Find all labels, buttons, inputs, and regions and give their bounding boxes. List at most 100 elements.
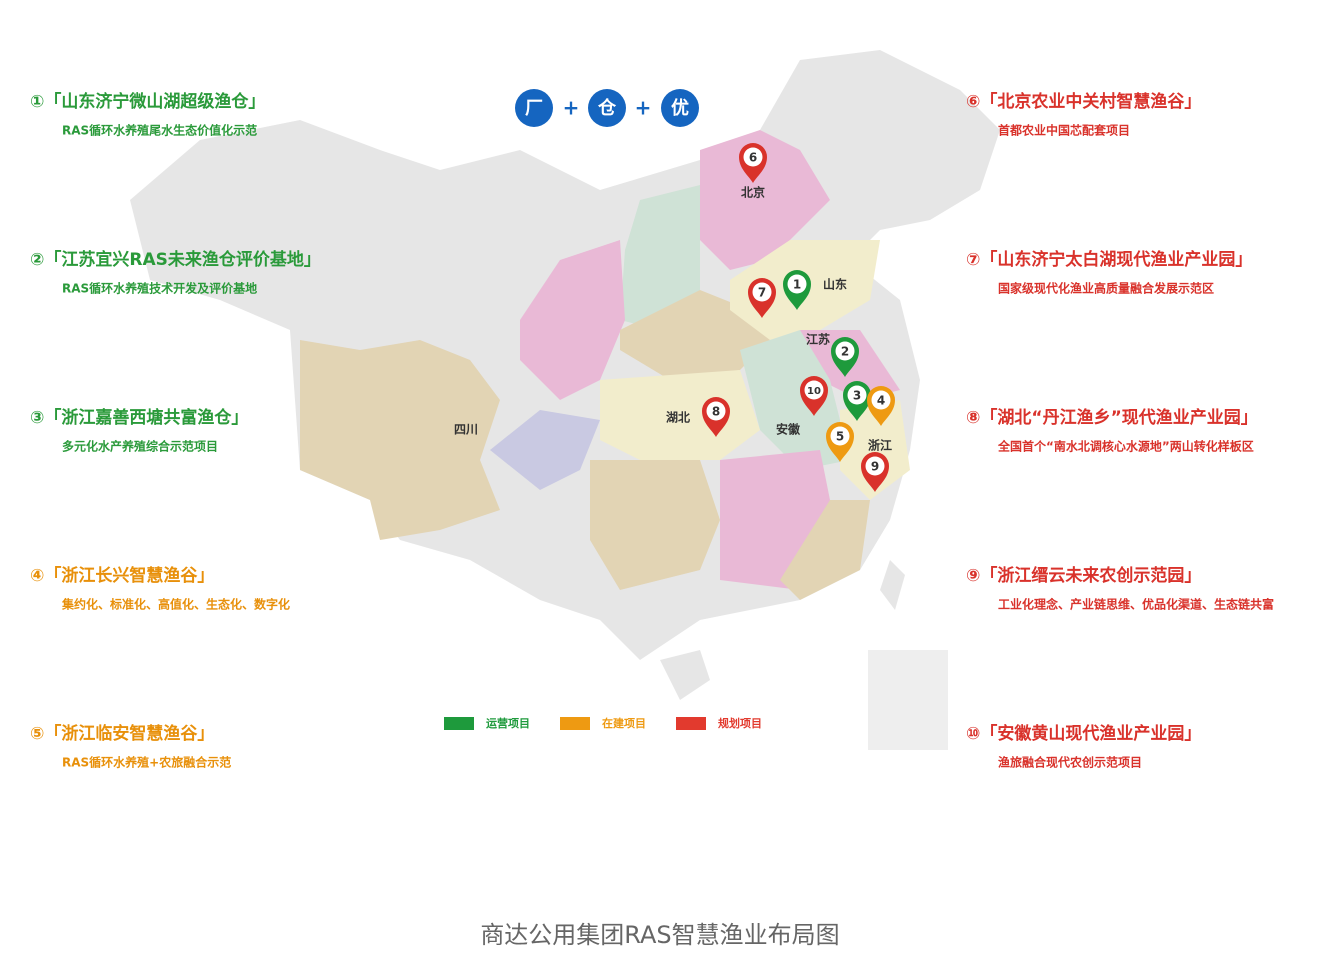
province-shape [780,500,870,600]
icon-text: 仓 [597,97,617,119]
pin-label: 2 [841,345,849,359]
province-label: 安徽 [776,422,801,437]
province-shape [600,370,760,460]
legend-swatch [560,717,590,730]
project-item: ②「江苏宜兴RAS未来渔仓评价基地」 RAS循环水养殖技术开发及评价基地 [30,249,321,296]
province-shape [740,330,850,470]
legend-swatch [676,717,706,730]
project-item: ④「浙江长兴智慧渔谷」集约化、标准化、高值化、生态化、数字化 [30,565,290,612]
project-title: ①「山东济宁微山湖超级渔仓」 [30,91,265,112]
pin-center [706,401,726,421]
pin-center [787,274,807,294]
pin-center [865,456,885,476]
icon-circle [588,89,626,127]
province-shape [590,460,720,590]
province-shape [300,340,500,540]
province-label: 浙江 [868,438,892,453]
pin-label: 6 [749,151,757,165]
pin-center [871,390,891,410]
project-title: ⑥「北京农业中关村智慧渔谷」 [966,91,1201,112]
province-label: 四川 [454,423,478,437]
pin: 3 [843,381,871,421]
island [660,650,710,700]
project-item: ⑥「北京农业中关村智慧渔谷」首都农业中国芯配套项目 [966,91,1201,138]
project-subtitle: 集约化、标准化、高值化、生态化、数字化 [61,597,290,612]
project-subtitle: RAS循环水养殖技术开发及评价基地 [62,281,257,296]
legend-swatch [444,717,474,730]
pin: 2 [831,337,859,377]
province-shape [840,400,910,500]
pin-label: 3 [853,389,861,403]
pin-label: 5 [836,430,844,444]
project-item: ③「浙江嘉善西塘共富渔仓」多元化水产养殖综合示范项目 [30,407,248,454]
pin: 5 [826,422,854,462]
project-item: ⑧「湖北“丹江渔乡”现代渔业产业园」全国首个“南水北调核心水源地”两山转化样板区 [966,407,1258,454]
project-title: ⑩「安徽黄山现代渔业产业园」 [966,723,1201,744]
project-subtitle: 国家级现代化渔业高质量融合发展示范区 [998,281,1214,296]
province-shape [490,410,600,490]
project-title: ④「浙江长兴智慧渔谷」 [30,565,214,586]
project-subtitle: 全国首个“南水北调核心水源地”两山转化样板区 [997,439,1254,454]
project-title: ⑤「浙江临安智慧渔谷」 [30,723,214,744]
project-subtitle: RAS循环水养殖+农旅融合示范 [62,755,231,770]
caption: 商达公用集团RAS智慧渔业布局图 [480,921,839,949]
pin: 7 [748,278,776,318]
pin-center [743,147,763,167]
pin-label: 10 [807,386,821,397]
icon-circle [661,89,699,127]
icon-text: 厂 [525,98,543,119]
project-subtitle: 工业化理念、产业链思维、优品化渠道、生态链共富 [998,597,1274,612]
project-title: ③「浙江嘉善西塘共富渔仓」 [30,407,248,428]
pin-center [752,282,772,302]
pin: 4 [867,386,895,426]
province-label: 北京 [741,185,765,200]
icon-text: 优 [671,97,689,119]
project-subtitle: 渔旅融合现代农创示范项目 [998,755,1142,770]
pin-label: 4 [877,394,885,408]
project-title: ⑨「浙江缙云未来农创示范园」 [966,565,1201,586]
inset-map [868,650,948,750]
project-item: ⑤「浙江临安智慧渔谷」 RAS循环水养殖+农旅融合示范 [30,723,231,770]
legend-label: 在建项目 [602,716,646,730]
project-subtitle: 首都农业中国芯配套项目 [998,123,1130,138]
pin-label: 1 [793,278,801,292]
province-shape [620,290,770,380]
island [880,560,905,610]
plus: + [635,96,652,120]
province-label: 山东 [823,277,847,292]
pin-center [830,426,850,446]
project-title: ⑦「山东济宁太白湖现代渔业产业园」 [966,249,1252,270]
pin-label: 9 [871,460,879,474]
pin: 1 [783,270,811,310]
map-base [130,50,1000,750]
pin-center [847,385,867,405]
pin-label: 8 [712,405,720,419]
legend-label: 运营项目 [486,716,530,730]
icon-circle [515,89,553,127]
province-label: 江苏 [806,332,830,347]
province-shape [520,240,625,400]
project-item: ①「山东济宁微山湖超级渔仓」 RAS循环水养殖尾水生态价值化示范 [30,91,265,138]
project-subtitle: RAS循环水养殖尾水生态价值化示范 [62,123,257,138]
pin: 6 [739,143,767,183]
header-icons: 厂 + 仓 + 优 [515,89,699,127]
project-title: ⑧「湖北“丹江渔乡”现代渔业产业园」 [966,407,1258,428]
project-subtitle: 多元化水产养殖综合示范项目 [62,439,218,454]
province-shape [620,185,700,330]
project-item: ⑩「安徽黄山现代渔业产业园」渔旅融合现代农创示范项目 [966,723,1201,770]
pin-label: 7 [758,286,766,300]
project-item: ⑨「浙江缙云未来农创示范园」工业化理念、产业链思维、优品化渠道、生态链共富 [966,565,1274,612]
project-item: ⑦「山东济宁太白湖现代渔业产业园」国家级现代化渔业高质量融合发展示范区 [966,249,1252,296]
province-label: 湖北 [666,410,690,425]
pin: 8 [702,397,730,437]
pin: 9 [861,452,889,492]
pin-center [804,380,824,400]
plus: + [563,96,580,120]
legend-label: 规划项目 [718,716,762,730]
province-shape [700,130,830,270]
pin: 10 [800,376,828,416]
project-title: ②「江苏宜兴RAS未来渔仓评价基地」 [30,249,321,270]
province-labels: 北京 山东 江苏 安徽 浙江 湖北 四川 [454,185,892,453]
pin-center [835,341,855,361]
